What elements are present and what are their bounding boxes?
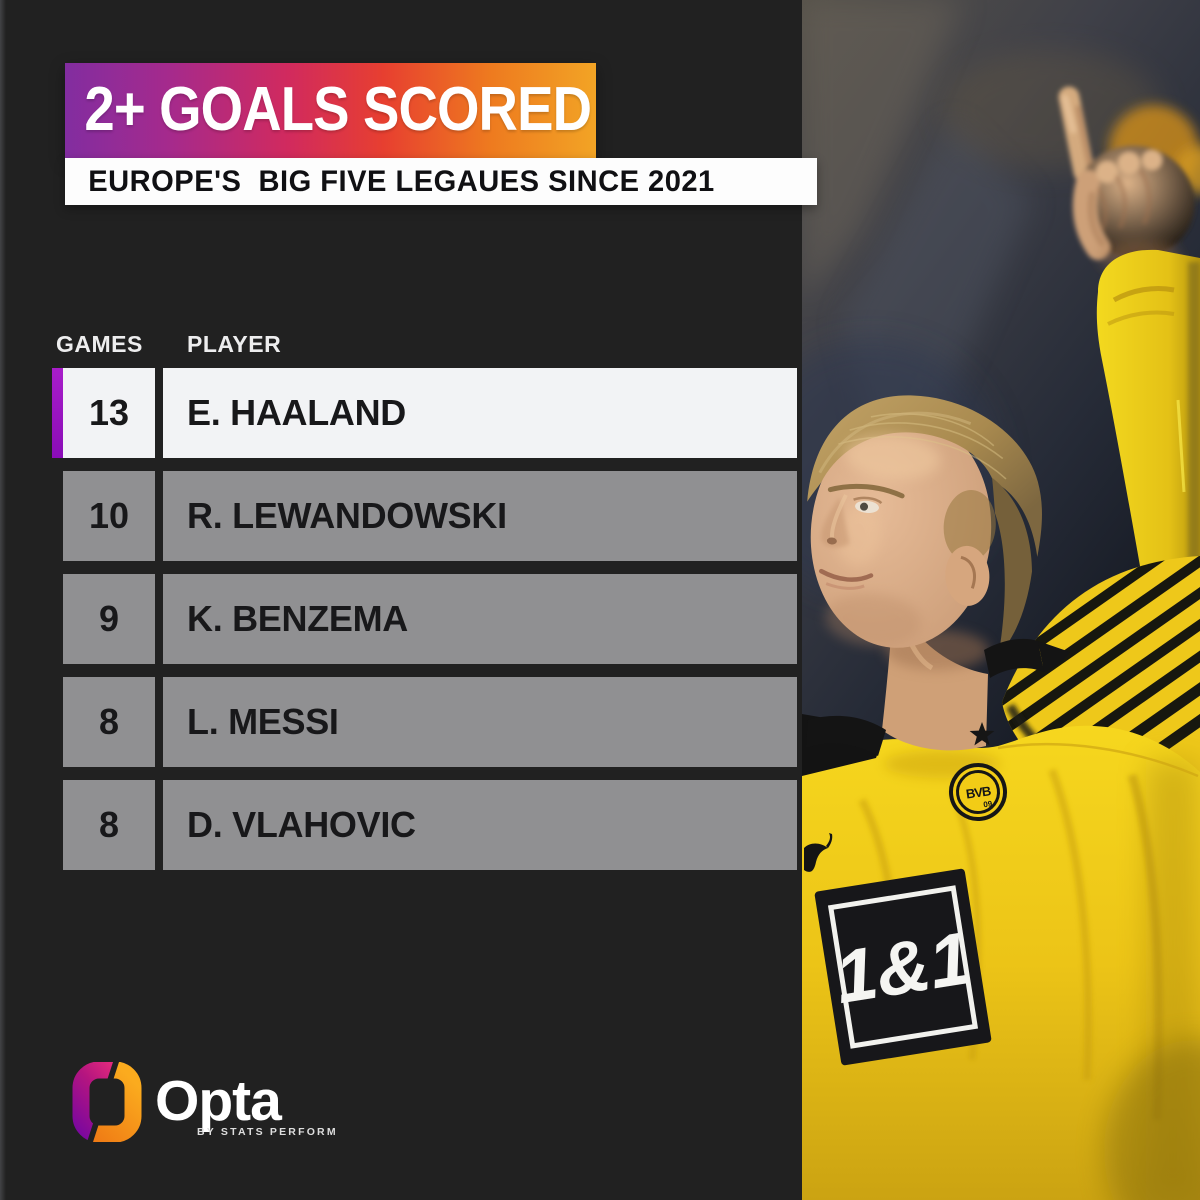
rank-accent-bar <box>52 368 63 458</box>
player-cell: E. HAALAND <box>163 368 797 458</box>
row-spacer <box>52 471 63 561</box>
games-cell: 8 <box>63 677 155 767</box>
column-header-player: PLAYER <box>187 331 282 357</box>
puma-logo <box>804 833 833 872</box>
player-cell: K. BENZEMA <box>163 574 797 664</box>
title-banner: 2+ GOALS SCORED <box>65 63 596 158</box>
jersey-torso <box>802 725 1200 1200</box>
table-row: 8 D. VLAHOVIC <box>52 780 797 870</box>
subtitle-banner: EUROPE'S BIG FIVE LEGAUES SINCE 2021 <box>65 158 817 205</box>
badge-number: 09 <box>983 799 994 809</box>
club-star <box>969 722 995 746</box>
sponsor-box: 1&1 <box>814 868 992 1066</box>
table-row: 9 K. BENZEMA <box>52 574 797 664</box>
hair-back <box>992 477 1033 655</box>
badge-text: BVB <box>965 783 992 801</box>
player-cell: R. LEWANDOWSKI <box>163 471 797 561</box>
haaland-head <box>807 395 1042 655</box>
page-subtitle: EUROPE'S BIG FIVE LEGAUES SINCE 2021 <box>88 165 715 198</box>
row-spacer <box>52 574 63 664</box>
games-cell: 13 <box>63 368 155 458</box>
jersey-collar <box>806 638 1070 756</box>
raised-arm-sleeve <box>1096 249 1200 600</box>
games-cell: 8 <box>63 780 155 870</box>
games-cell: 10 <box>63 471 155 561</box>
haaland-photo: BVB 09 1&1 <box>742 0 1200 1200</box>
table-row: 8 L. MESSI <box>52 677 797 767</box>
opta-wordmark: Opta <box>155 1069 282 1133</box>
left-edge-highlight <box>0 0 6 1200</box>
opta-logo-icon <box>72 1062 142 1142</box>
table-row: 10 R. LEWANDOWSKI <box>52 471 797 561</box>
haaland-photo-svg: BVB 09 1&1 <box>742 0 1200 1200</box>
player-cell: D. VLAHOVIC <box>163 780 797 870</box>
table-row: 13 E. HAALAND <box>52 368 797 458</box>
games-cell: 9 <box>63 574 155 664</box>
mouth <box>818 568 874 582</box>
bvb-badge: BVB 09 <box>949 763 1007 821</box>
page-title: 2+ GOALS SCORED <box>84 75 592 144</box>
ear <box>945 545 990 606</box>
row-spacer <box>52 780 63 870</box>
opta-subbrand: BY STATS PERFORM <box>197 1126 338 1138</box>
column-header-games: GAMES <box>56 331 143 357</box>
eyebrow <box>827 483 905 499</box>
player-cell: L. MESSI <box>163 677 797 767</box>
row-spacer <box>52 677 63 767</box>
